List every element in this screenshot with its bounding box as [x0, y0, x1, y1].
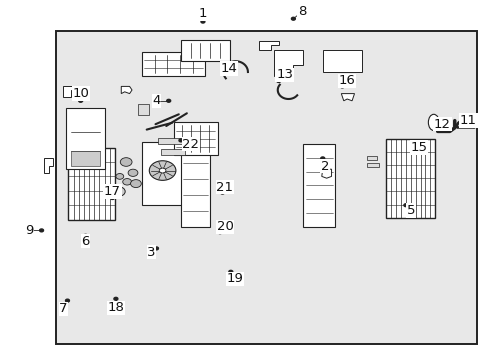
Circle shape: [130, 180, 141, 188]
Text: 2: 2: [320, 160, 329, 173]
Circle shape: [218, 231, 222, 234]
Circle shape: [159, 168, 165, 173]
Text: 11: 11: [459, 114, 476, 127]
Text: 3: 3: [147, 246, 156, 258]
Bar: [71, 151, 100, 166]
Polygon shape: [273, 50, 303, 76]
Bar: [158, 138, 184, 144]
Text: 10: 10: [72, 87, 89, 100]
Text: 4: 4: [152, 94, 161, 107]
Text: 18: 18: [107, 301, 124, 314]
Bar: [68, 148, 115, 220]
Circle shape: [40, 229, 43, 232]
Bar: [181, 148, 210, 227]
Text: 7: 7: [59, 302, 68, 315]
Text: 17: 17: [104, 185, 121, 198]
Text: 12: 12: [433, 118, 450, 131]
Polygon shape: [121, 86, 132, 94]
Text: 15: 15: [410, 141, 427, 154]
Circle shape: [116, 174, 123, 179]
Circle shape: [291, 17, 295, 20]
Text: 9: 9: [25, 224, 34, 237]
Bar: [366, 156, 376, 160]
Bar: [181, 40, 229, 61]
Bar: [322, 50, 361, 72]
Circle shape: [120, 158, 132, 166]
Circle shape: [446, 123, 450, 126]
Bar: [366, 163, 378, 167]
Circle shape: [149, 161, 176, 180]
Circle shape: [459, 119, 463, 122]
Circle shape: [403, 204, 407, 207]
Circle shape: [320, 157, 324, 160]
Circle shape: [114, 297, 118, 300]
Circle shape: [154, 247, 158, 250]
Polygon shape: [410, 144, 420, 151]
Bar: [56, 31, 476, 344]
Text: 20: 20: [216, 220, 233, 233]
Circle shape: [228, 270, 232, 273]
Circle shape: [276, 80, 280, 82]
Bar: [386, 139, 434, 218]
Circle shape: [112, 187, 125, 196]
Circle shape: [410, 146, 414, 149]
Text: 16: 16: [338, 75, 355, 87]
Circle shape: [128, 169, 138, 176]
Text: 19: 19: [226, 273, 243, 285]
Circle shape: [201, 20, 204, 23]
Circle shape: [65, 299, 69, 302]
Text: 8: 8: [297, 5, 306, 18]
Text: 14: 14: [220, 62, 237, 75]
Circle shape: [116, 190, 121, 193]
Text: 6: 6: [81, 235, 90, 248]
Polygon shape: [62, 86, 76, 97]
Circle shape: [110, 197, 114, 199]
Circle shape: [79, 99, 82, 102]
Circle shape: [83, 234, 87, 237]
Polygon shape: [259, 41, 278, 50]
Circle shape: [220, 191, 224, 194]
Bar: [161, 149, 184, 155]
Bar: [138, 104, 149, 115]
Polygon shape: [341, 94, 354, 101]
Text: 13: 13: [276, 68, 292, 81]
Circle shape: [166, 99, 170, 102]
Text: 22: 22: [182, 138, 199, 150]
Bar: [142, 52, 205, 76]
Text: 1: 1: [198, 7, 207, 20]
Circle shape: [340, 85, 344, 88]
Circle shape: [179, 139, 183, 142]
Circle shape: [230, 71, 234, 73]
Ellipse shape: [427, 114, 438, 130]
Bar: [142, 142, 183, 205]
Text: 5: 5: [406, 204, 414, 217]
Bar: [173, 122, 217, 155]
Polygon shape: [44, 158, 53, 173]
Text: 21: 21: [216, 181, 233, 194]
Bar: [303, 144, 334, 227]
Bar: [66, 108, 105, 169]
Circle shape: [122, 179, 131, 185]
Polygon shape: [321, 169, 331, 178]
